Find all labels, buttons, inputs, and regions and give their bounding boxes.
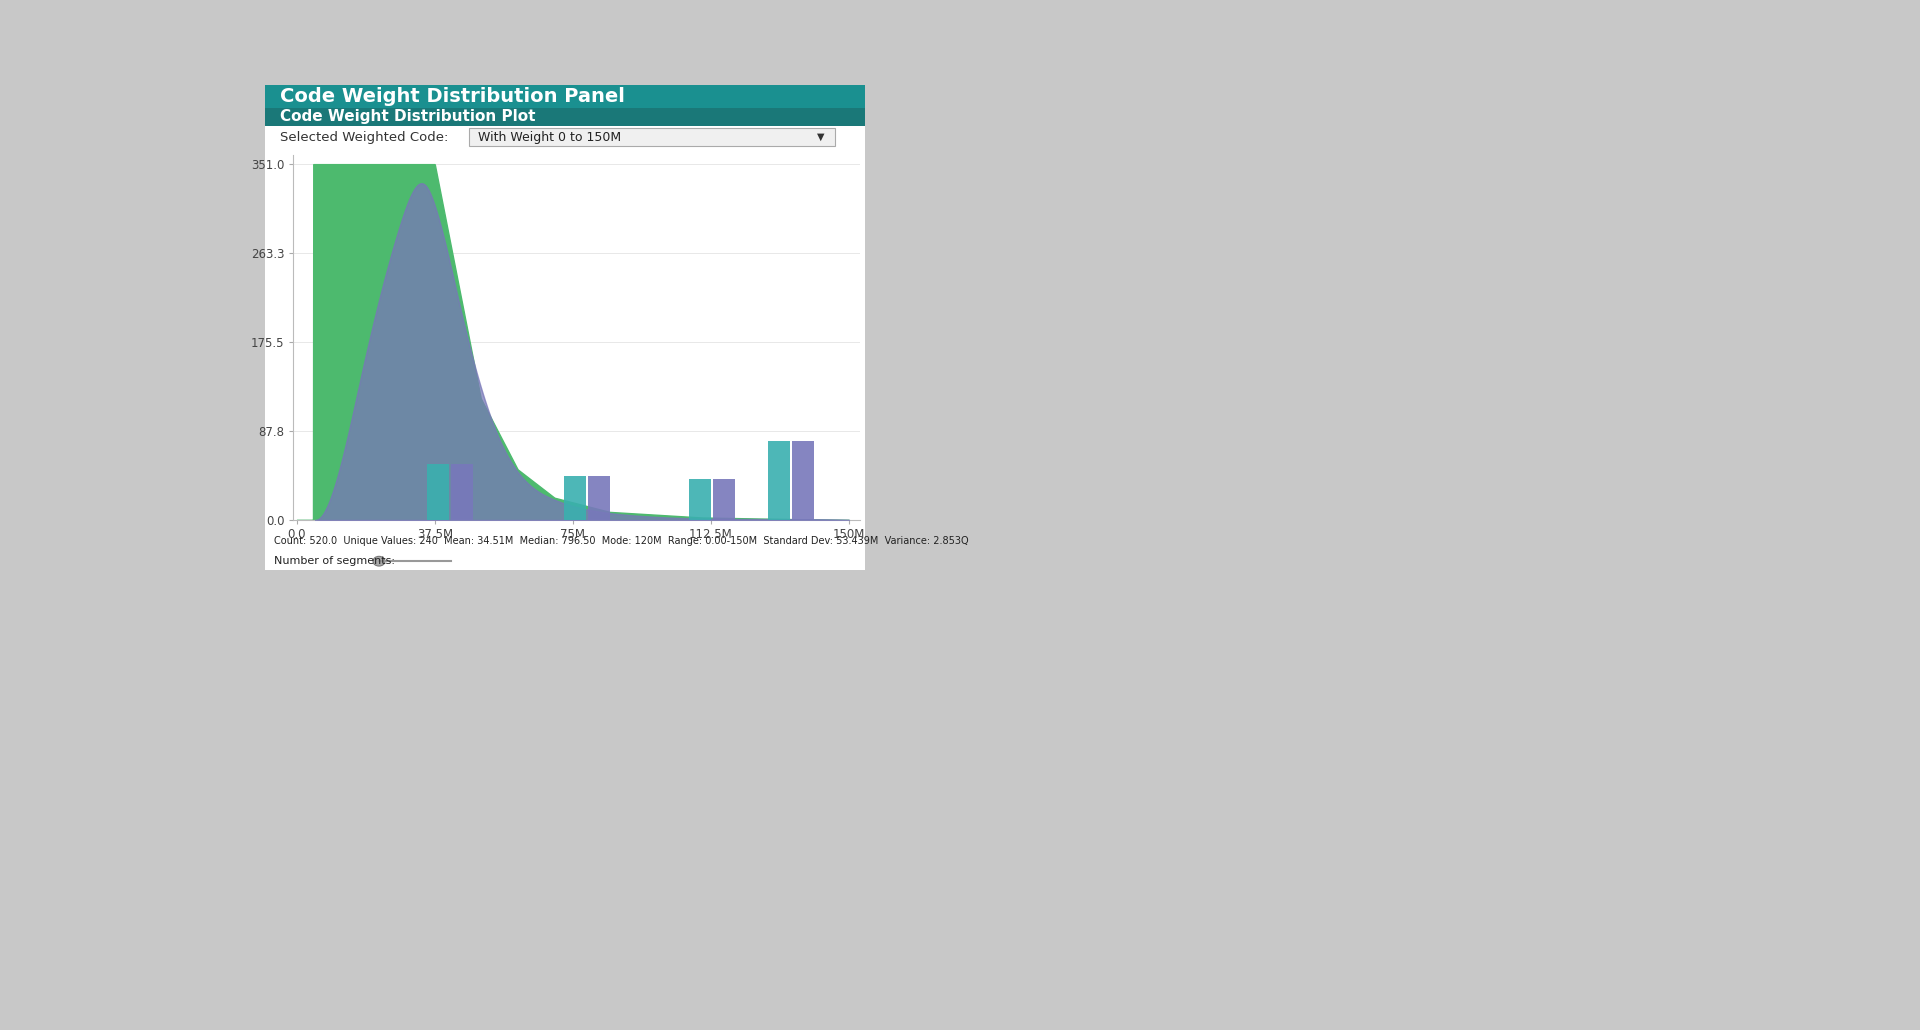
Text: Selected Weighted Code:: Selected Weighted Code: (280, 131, 449, 143)
Bar (588, 477, 611, 520)
FancyBboxPatch shape (265, 108, 866, 126)
FancyBboxPatch shape (468, 128, 835, 146)
FancyBboxPatch shape (265, 126, 866, 570)
Bar (768, 441, 789, 520)
Bar (428, 465, 449, 520)
Bar (564, 477, 586, 520)
Bar (712, 479, 735, 520)
Text: Count: 520.0  Unique Values: 240  Mean: 34.51M  Median: 796.50  Mode: 120M  Rang: Count: 520.0 Unique Values: 240 Mean: 34… (275, 537, 968, 546)
Bar (689, 479, 710, 520)
Text: ▼: ▼ (818, 132, 824, 142)
Text: Code Weight Distribution Plot: Code Weight Distribution Plot (280, 109, 536, 125)
Circle shape (372, 556, 386, 566)
FancyBboxPatch shape (265, 530, 866, 570)
Bar (791, 441, 814, 520)
FancyBboxPatch shape (265, 85, 866, 108)
Text: With Weight 0 to 150M: With Weight 0 to 150M (478, 131, 622, 143)
Bar (451, 465, 474, 520)
Text: Number of segments:: Number of segments: (275, 556, 396, 566)
Text: Code Weight Distribution Panel: Code Weight Distribution Panel (280, 87, 624, 106)
